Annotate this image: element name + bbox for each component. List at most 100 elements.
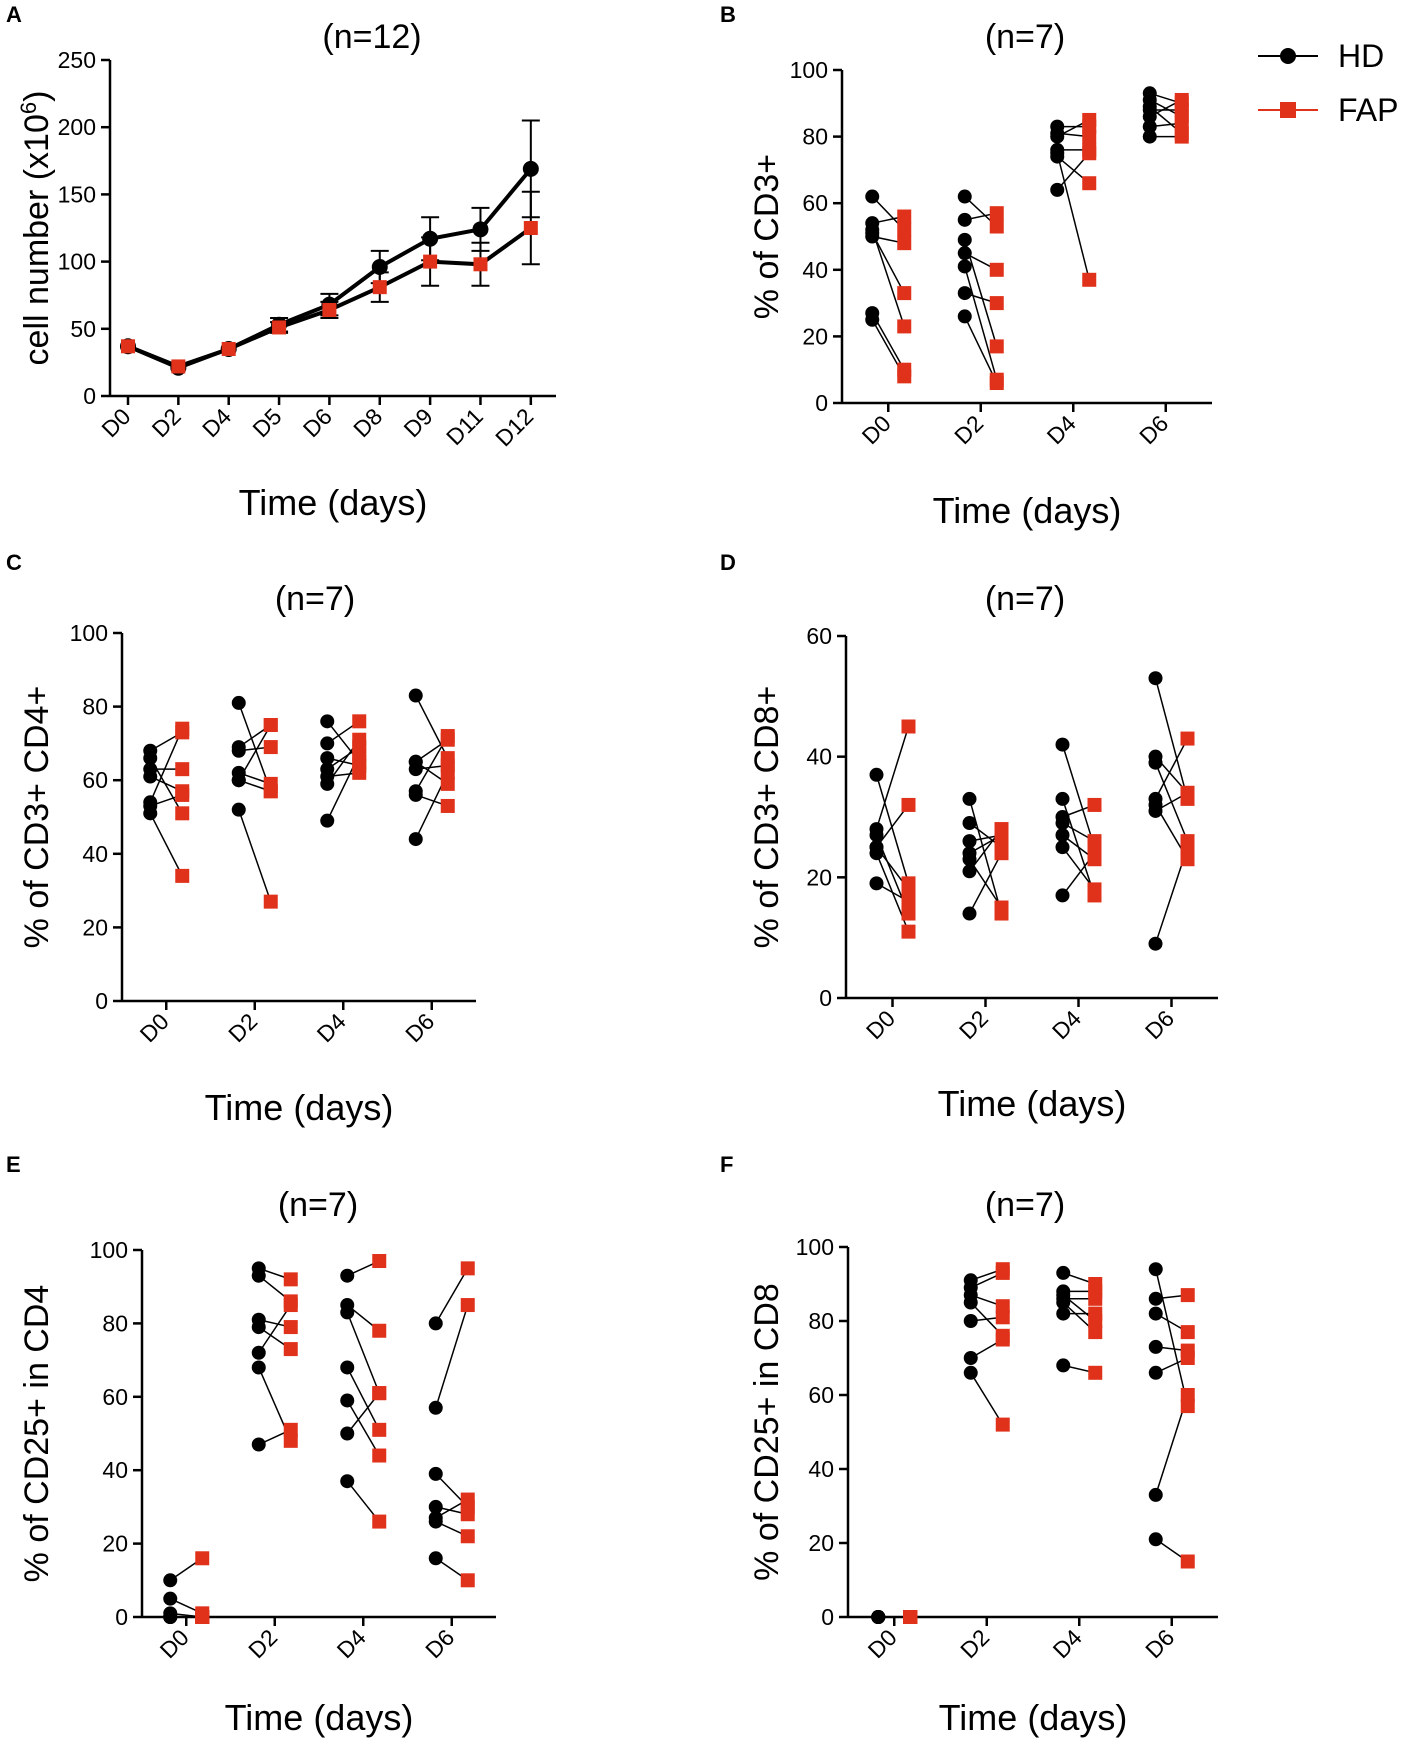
fap-point: [460, 1492, 475, 1507]
hd-point: [408, 754, 423, 769]
hd-point: [871, 1610, 886, 1624]
hd-point: [408, 832, 423, 847]
y-tick-label: 0: [115, 1604, 128, 1630]
y-tick-label: 20: [82, 914, 108, 940]
hd-point: [1055, 828, 1070, 843]
fap-point: [901, 797, 916, 812]
fap-point: [283, 1422, 298, 1437]
hd-point: [1148, 1487, 1163, 1502]
series-line-hd: [127, 167, 533, 370]
x-tick-label: D6: [1140, 1005, 1179, 1044]
hd-point: [1148, 936, 1163, 951]
hd-point: [1055, 840, 1070, 855]
legend: HD FAP: [1258, 38, 1398, 128]
fap-point: [1088, 1365, 1103, 1380]
fap-point: [221, 341, 236, 356]
x-tick-label: D0: [155, 1624, 194, 1663]
hd-point: [320, 751, 335, 766]
chart-title: (n=12): [322, 18, 421, 56]
hd-point: [963, 1351, 978, 1365]
hd-point: [1148, 1291, 1163, 1306]
hd-point: [340, 1393, 355, 1408]
fap-point: [1180, 1325, 1195, 1340]
y-axis-label-main: cell number (x10: [18, 114, 56, 365]
y-tick-label: 60: [806, 623, 832, 649]
fap-point: [195, 1610, 210, 1624]
pair-line: [1061, 846, 1096, 890]
y-tick-label: 0: [83, 383, 96, 409]
fap-point: [171, 359, 186, 374]
x-tick-label: D9: [398, 403, 437, 442]
chart-title: (n=7): [275, 580, 355, 618]
hd-point: [163, 1610, 178, 1624]
fap-point: [175, 806, 190, 821]
fap-point: [263, 784, 278, 799]
hd-point: [428, 1400, 443, 1415]
y-tick-label: 40: [802, 257, 828, 283]
hd-point: [143, 769, 158, 784]
chart-title: (n=7): [985, 580, 1065, 618]
fap-point: [175, 721, 190, 736]
pair-line: [346, 1367, 380, 1431]
fap-point: [283, 1298, 298, 1313]
fap-point: [989, 206, 1004, 221]
fap-point: [322, 302, 337, 317]
hd-point: [251, 1360, 266, 1375]
fap-point: [1088, 1291, 1103, 1306]
fap-point: [195, 1551, 210, 1566]
fap-point: [1180, 852, 1195, 867]
hd-point: [251, 1345, 266, 1360]
fap-point: [994, 900, 1009, 915]
y-tick-label: 80: [802, 124, 828, 150]
fap-point: [523, 221, 538, 235]
fap-point: [440, 776, 455, 791]
fap-point: [897, 236, 912, 251]
pair-line: [1154, 738, 1189, 800]
pair-line: [875, 774, 910, 884]
hd-point: [340, 1426, 355, 1441]
hd-point: [865, 229, 880, 244]
hd-point: [957, 246, 972, 261]
y-tick-label: 200: [58, 114, 96, 140]
pair-line: [964, 316, 998, 384]
hd-point: [163, 1591, 178, 1606]
y-tick-label: 50: [70, 316, 96, 342]
y-axis-label: % of CD3+: [748, 154, 786, 319]
fap-point: [1180, 1288, 1195, 1303]
fap-point: [283, 1272, 298, 1287]
fap-point: [175, 787, 190, 802]
hd-point: [1056, 1306, 1071, 1321]
panel-d: D (n=7) 0 20 40 60 D0 D2 D4 D6 Time (days) % of CD3…: [720, 550, 1218, 1124]
hd-point: [422, 230, 439, 247]
hd-point: [963, 1365, 978, 1380]
y-tick-label: 40: [806, 744, 832, 770]
pair-line: [1056, 153, 1090, 280]
y-tick-label: 60: [102, 1384, 128, 1410]
y-tick-label: 20: [102, 1531, 128, 1557]
hd-point: [143, 806, 158, 821]
x-tick-label: D4: [1047, 1005, 1086, 1044]
panel-c: C (n=7) 0 20 40 60 80 100 D0 D2 D4 D6 Time (days) % o…: [6, 550, 476, 1128]
fap-point: [901, 719, 916, 734]
fap-point: [352, 747, 367, 762]
fap-point: [372, 1448, 387, 1463]
y-axis-label: % of CD25+ in CD8: [748, 1283, 786, 1581]
panel-b: B (n=7) 0 20 40 60 80 100 D0 D2 D4 D6 Time (days) % o…: [720, 2, 1212, 531]
hd-point: [957, 212, 972, 227]
y-axis-label: % of CD3+ CD4+: [18, 686, 56, 949]
hd-point: [962, 834, 977, 849]
y-axis-label-sup: 6: [16, 102, 41, 114]
pair-line: [435, 1304, 469, 1409]
x-axis-label: Time (days): [938, 1083, 1127, 1124]
x-tick-label: D6: [1140, 1624, 1179, 1663]
y-tick-label: 100: [796, 1234, 834, 1260]
fap-point: [989, 219, 1004, 234]
x-axis-label: Time (days): [205, 1087, 394, 1128]
hd-point: [143, 751, 158, 766]
x-tick-label: D0: [863, 1624, 902, 1663]
fap-point: [897, 369, 912, 384]
panel-label: E: [6, 1152, 21, 1177]
fap-point: [901, 894, 916, 909]
x-tick-label: D8: [348, 403, 387, 442]
